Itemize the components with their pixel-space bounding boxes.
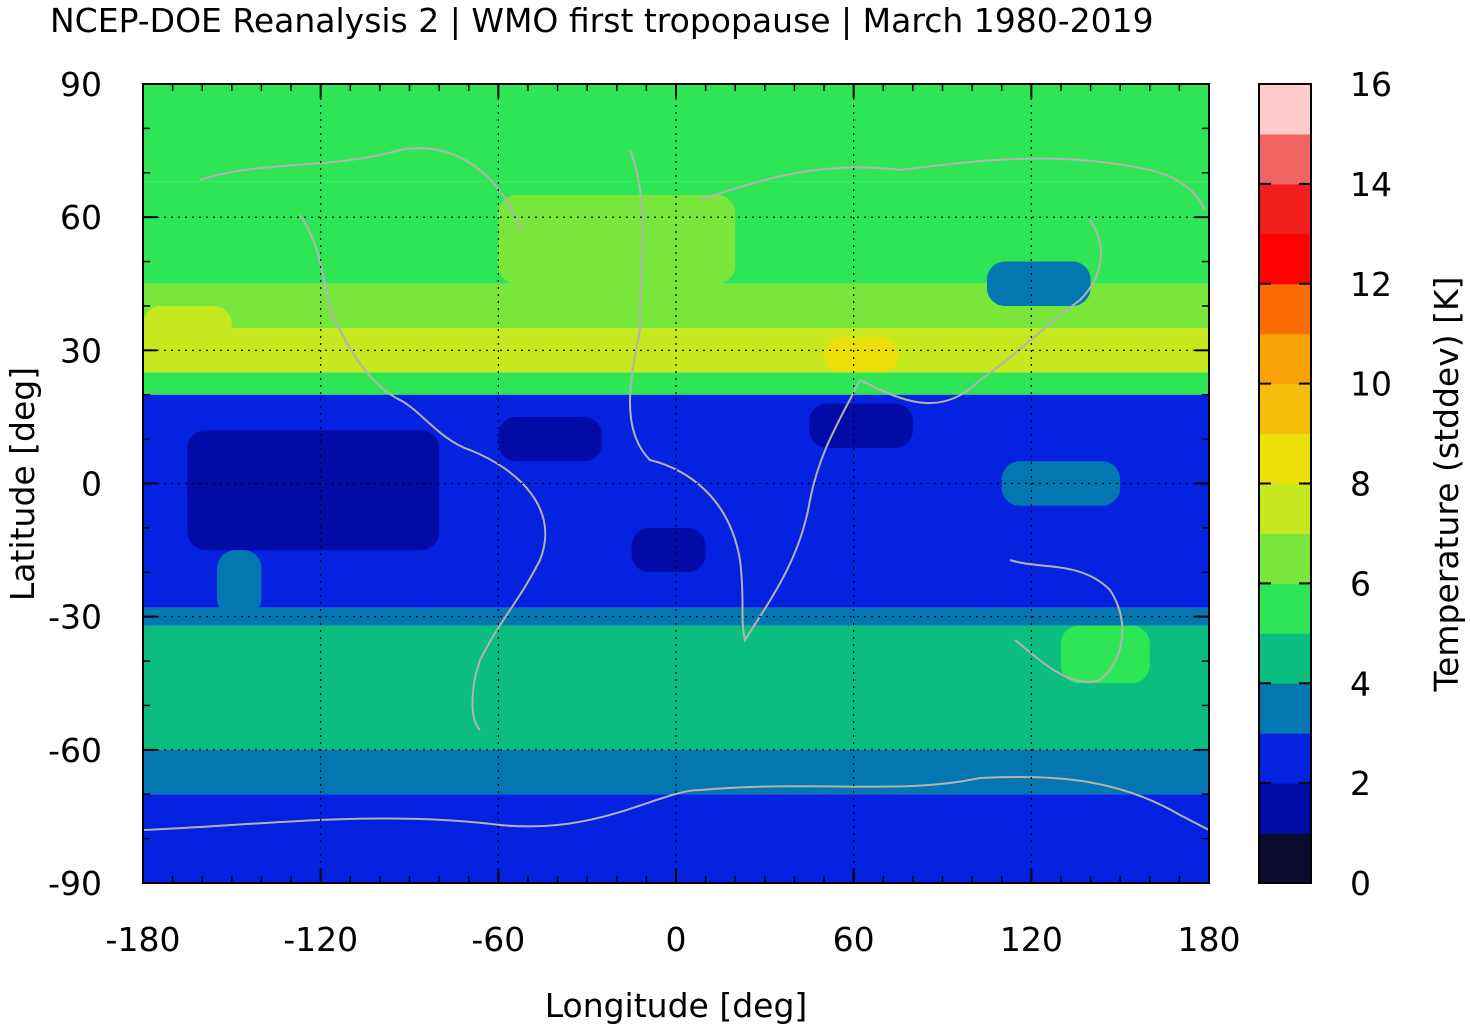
zonal-band-5 [143, 372, 1209, 395]
colorbar-swatch [1259, 183, 1311, 235]
colorbar-swatch [1259, 84, 1311, 135]
colorbar-swatch [1259, 383, 1311, 435]
region-atlantic-min [498, 416, 602, 462]
coastline-1 [199, 147, 521, 231]
x-tick-label: -60 [471, 920, 525, 959]
colorbar-swatch [1259, 683, 1311, 734]
colorbar-swatch [1259, 733, 1311, 784]
colorbar-swatch [1259, 433, 1311, 484]
colorbar-swatch [1259, 583, 1311, 634]
y-tick-label: 30 [60, 331, 102, 370]
region-east-pacific-min [187, 430, 440, 551]
y-tick-label: 90 [60, 65, 102, 104]
chart-title: NCEP-DOE Reanalysis 2 | WMO first tropop… [50, 1, 1154, 40]
coastline-0 [299, 214, 547, 731]
colorbar-tick-label: 16 [1350, 65, 1392, 104]
y-tick-label: 60 [60, 198, 102, 237]
x-tick-label: 180 [1178, 920, 1241, 959]
colorbar-tick-label: 0 [1350, 864, 1371, 903]
region-dateline-subtrop [143, 305, 232, 373]
y-tick-label: -30 [48, 598, 102, 637]
colorbar-swatch [1259, 233, 1311, 285]
coastline-3 [699, 157, 1206, 211]
coastline-2 [629, 149, 861, 643]
colorbar-swatch [1259, 483, 1311, 534]
x-tick-label: 60 [833, 920, 875, 959]
y-tick-label: 0 [81, 465, 102, 504]
colorbar-tick-label: 12 [1350, 265, 1392, 304]
coastline-4 [859, 219, 1102, 404]
colorbar-tick-label: 10 [1350, 365, 1392, 404]
x-tick-label: -180 [106, 920, 181, 959]
region-south-pacific-patch [217, 550, 262, 617]
y-axis-label: Latitude [deg] [3, 367, 42, 601]
colorbar: 0 2 4 6 8 10 12 14 16 [1258, 65, 1392, 903]
colorbar-tick-label: 6 [1350, 564, 1371, 603]
region-siberia-low [986, 261, 1091, 306]
y-tick-label: -90 [48, 864, 102, 903]
region-australia-high [1060, 625, 1150, 684]
coastline-5 [1009, 559, 1124, 683]
colorbar-swatch [1259, 533, 1311, 584]
colorbar-swatch [1259, 633, 1311, 684]
colorbar-swatch [1259, 833, 1311, 884]
region-subtropical-peak [824, 337, 899, 373]
x-tick-label: 120 [1000, 920, 1063, 959]
plot-area [142, 83, 1210, 884]
colorbar-swatch [1259, 783, 1311, 834]
colorbar-tick-label: 4 [1350, 664, 1371, 703]
colorbar-swatch [1259, 283, 1311, 335]
colorbar-tick-label: 2 [1350, 764, 1371, 803]
region-north-atlantic-high [498, 194, 736, 284]
colorbar-swatch [1259, 333, 1311, 385]
coastline-6 [142, 775, 1210, 831]
colorbar-swatch [1259, 133, 1311, 185]
colorbar-tick-label: 14 [1350, 165, 1392, 204]
zonal-band-1 [143, 119, 1209, 182]
region-africa-min [631, 527, 706, 573]
x-tick-label: 0 [666, 920, 687, 959]
y-tick-label: -60 [48, 731, 102, 770]
colorbar-tick-label: 8 [1350, 465, 1371, 504]
colorbar-label: Temperature (stddev) [K] [1427, 276, 1466, 692]
axis-ticks: -180 -120 -60 0 60 120 180 90 60 30 0 -30 -60 -90 [48, 65, 1240, 959]
x-axis-label: Longitude [deg] [545, 986, 808, 1025]
region-arabian-sea-min [809, 403, 913, 448]
x-tick-label: -120 [283, 920, 358, 959]
